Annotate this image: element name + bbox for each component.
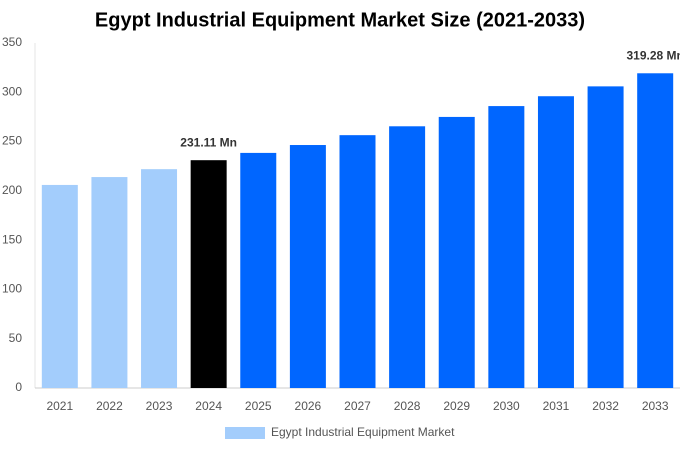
bar — [240, 152, 277, 388]
y-tick-label: 100 — [2, 282, 22, 296]
bar — [190, 160, 227, 388]
chart-title: Egypt Industrial Equipment Market Size (… — [95, 9, 585, 31]
y-tick-label: 150 — [2, 232, 22, 246]
x-tick-label: 2026 — [295, 399, 322, 413]
value-label: 319.28 Mn — [627, 48, 680, 62]
bar — [587, 86, 624, 388]
legend-label: Egypt Industrial Equipment Market — [271, 425, 455, 439]
x-tick-label: 2023 — [146, 399, 173, 413]
y-tick-label: 0 — [15, 380, 22, 394]
x-tick-label: 2027 — [344, 399, 371, 413]
x-tick-label: 2030 — [493, 399, 520, 413]
legend-swatch — [225, 427, 265, 439]
y-tick-label: 300 — [2, 84, 22, 98]
x-tick-label: 2029 — [443, 399, 470, 413]
value-label: 231.11 Mn — [180, 135, 237, 149]
bar — [289, 145, 326, 388]
x-tick-label: 2031 — [543, 399, 570, 413]
bar — [91, 177, 128, 388]
x-tick-label: 2025 — [245, 399, 272, 413]
x-tick-label: 2028 — [394, 399, 421, 413]
bar — [389, 126, 426, 389]
x-tick-label: 2024 — [195, 399, 222, 413]
x-tick-label: 2022 — [96, 399, 123, 413]
bar — [41, 184, 78, 388]
y-tick-label: 350 — [2, 35, 22, 49]
bar — [637, 73, 674, 389]
bar — [438, 116, 475, 388]
y-tick-label: 250 — [2, 134, 22, 148]
y-tick-label: 50 — [9, 331, 23, 345]
x-tick-label: 2032 — [592, 399, 619, 413]
bar — [339, 135, 376, 388]
bar — [488, 106, 525, 388]
x-tick-label: 2021 — [46, 399, 73, 413]
y-tick-label: 200 — [2, 183, 22, 197]
bar — [141, 169, 178, 388]
x-tick-label: 2033 — [642, 399, 669, 413]
bar — [537, 96, 574, 388]
